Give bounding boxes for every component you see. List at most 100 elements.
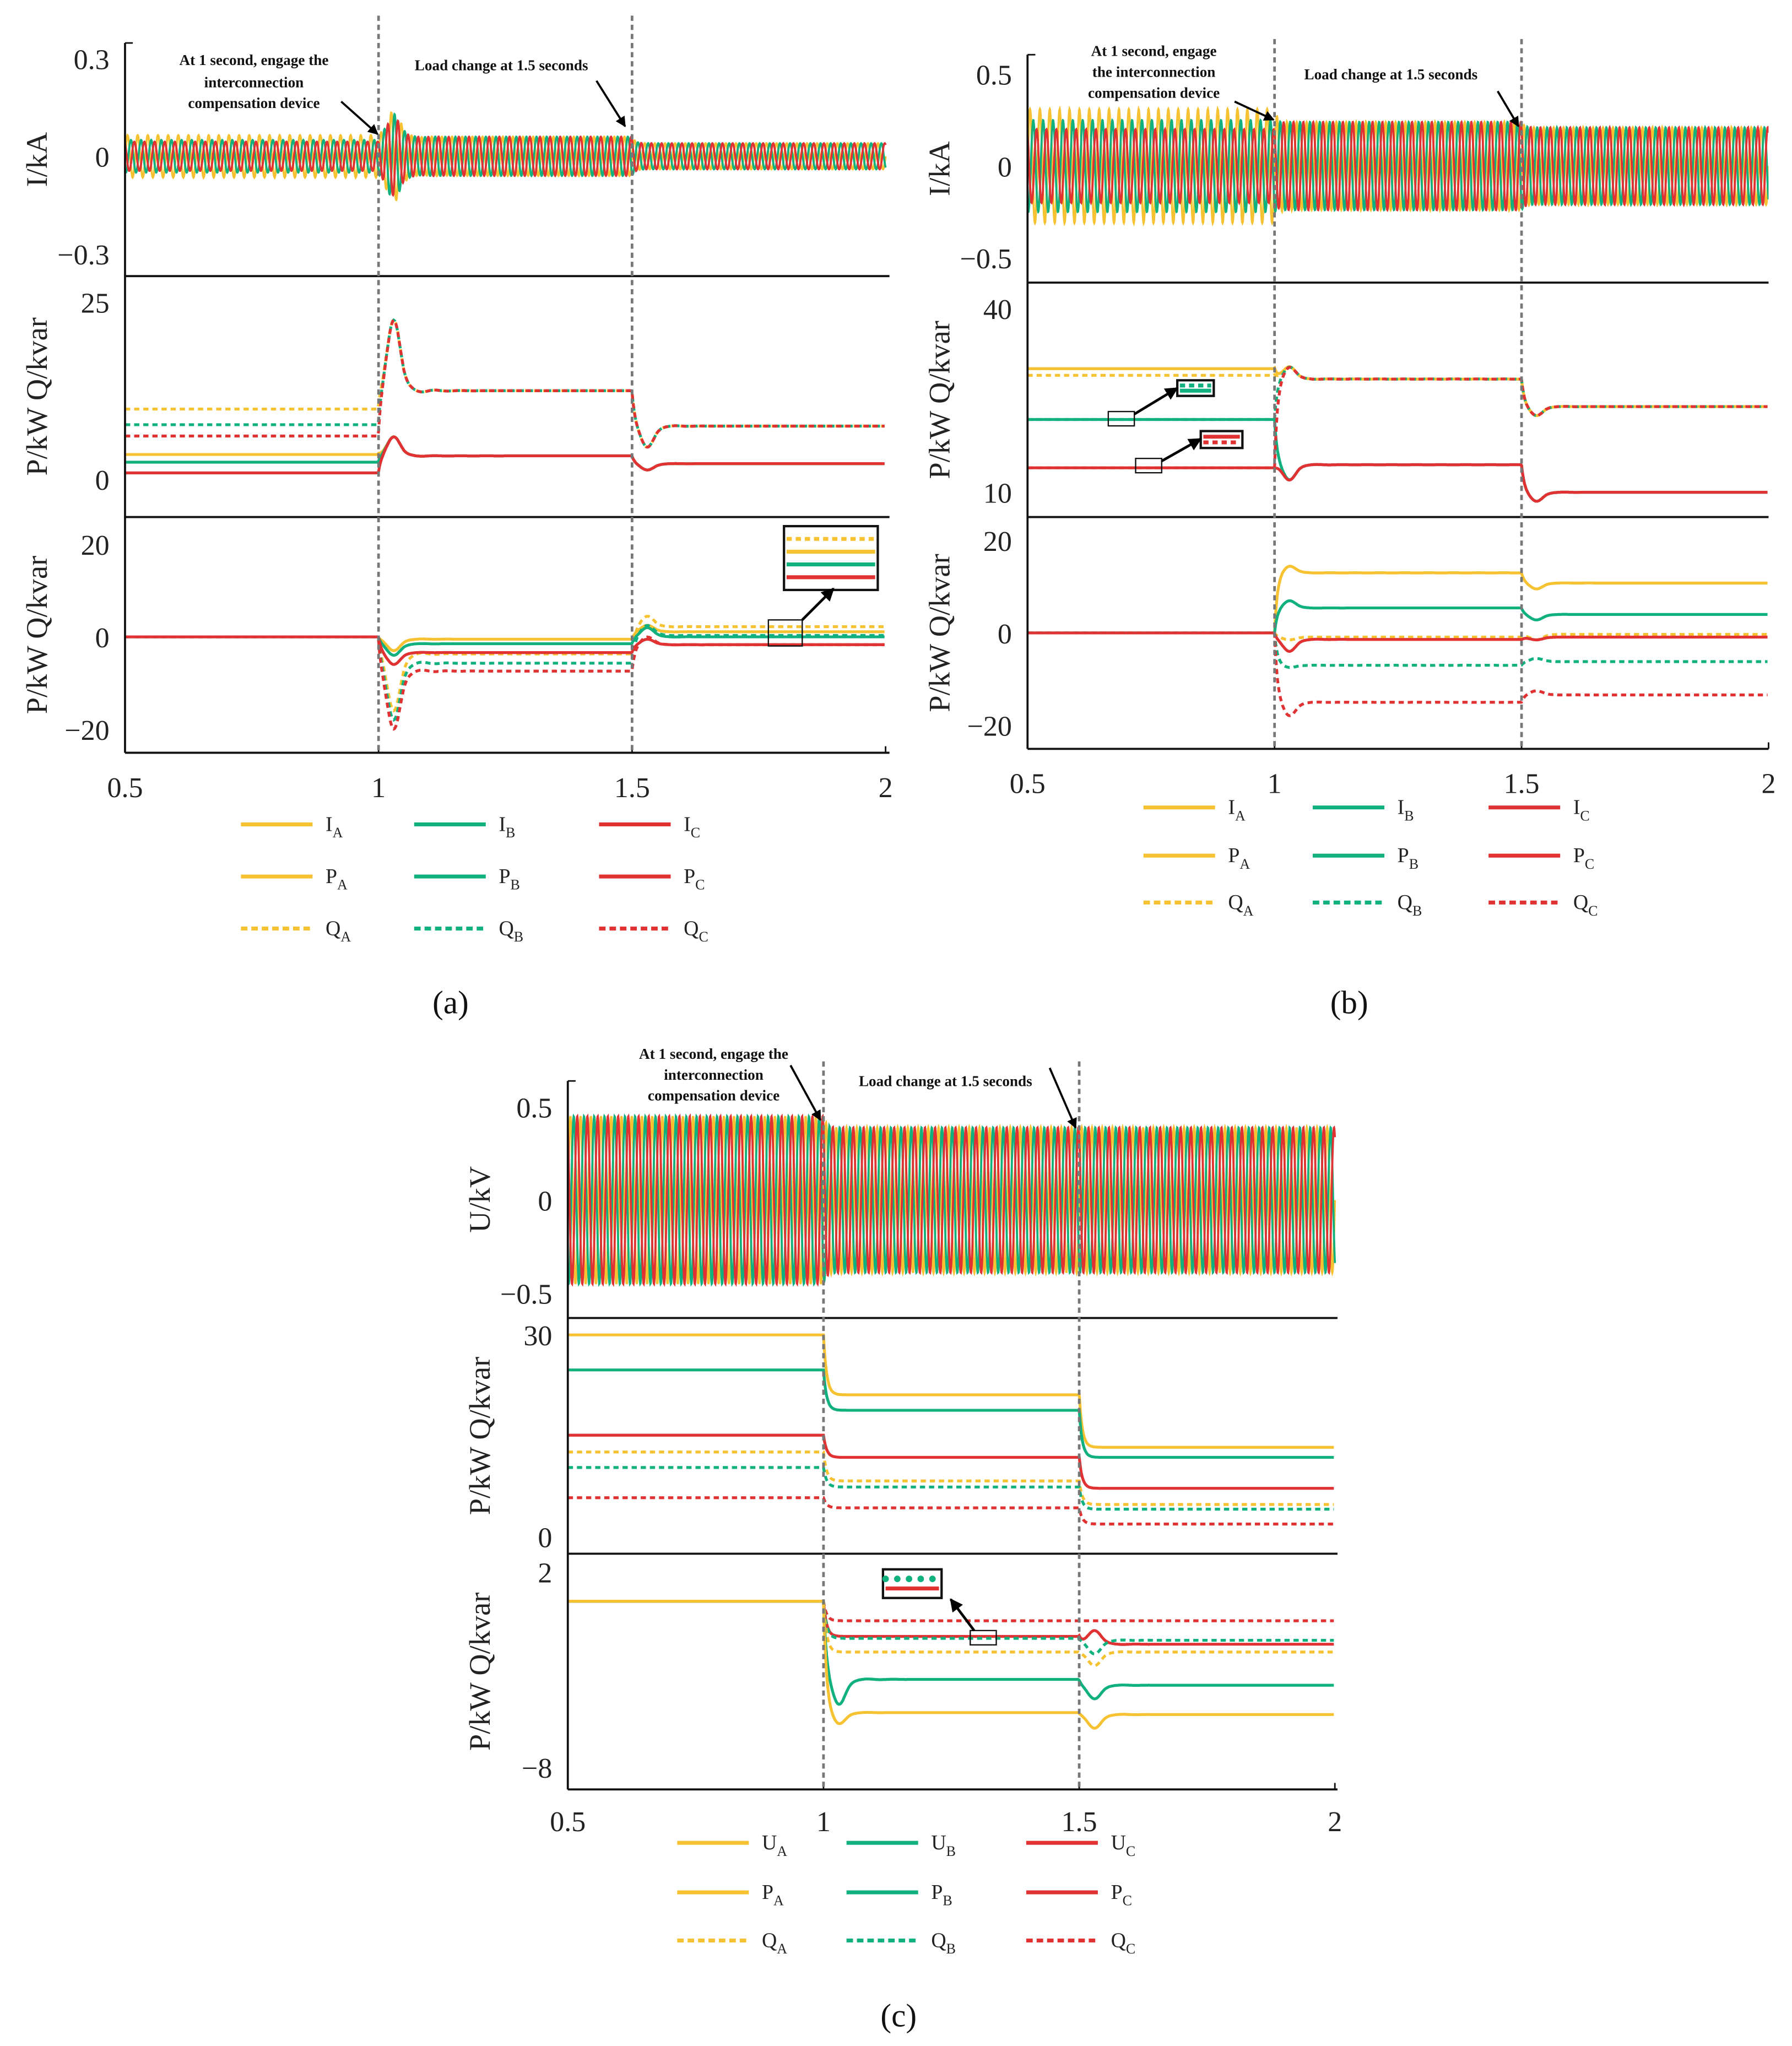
y-tick-label: 0 [95, 142, 110, 174]
legend-symbol: Q [684, 917, 699, 940]
series-pb-line [567, 1368, 1334, 1459]
zoom-inset-box [1199, 430, 1244, 450]
legend-symbol: I [326, 813, 333, 836]
series-ic-line [1027, 120, 1769, 212]
legend-symbol: P [1573, 844, 1585, 867]
x-tick-label: 2 [1328, 1806, 1342, 1838]
legend-label: PA [1228, 844, 1250, 872]
plot-area [567, 1333, 1334, 1526]
legend-symbol: P [762, 1881, 773, 1904]
legend-label: QB [499, 917, 523, 945]
x-tick-label: 1 [371, 772, 386, 804]
zoom-arrow [1133, 387, 1179, 415]
legend-subscript: C [691, 825, 700, 841]
legend-subscript: A [777, 1941, 787, 1957]
series-ia-line [124, 111, 887, 202]
y-tick-label: −20 [64, 715, 109, 746]
y-tick-label: 2 [538, 1557, 552, 1589]
legend-symbol: I [1228, 796, 1235, 819]
legend-label: QA [1228, 891, 1253, 919]
annotation-text: Load change at 1.5 seconds [1304, 66, 1477, 83]
legend-subscript: A [1235, 808, 1246, 824]
legend-subscript: B [1409, 856, 1419, 872]
y-tick-label: 0.5 [976, 60, 1012, 91]
panel-label: (a) [432, 984, 469, 1020]
legend-symbol: Q [762, 1929, 777, 1952]
x-tick-label: 0.5 [1010, 768, 1046, 800]
series-qc-line [567, 1496, 1334, 1526]
legend-label: QB [1398, 891, 1422, 919]
series-ib-line [1027, 118, 1769, 214]
zoom-arrow [1161, 437, 1202, 462]
y-tick-label: −0.3 [57, 240, 109, 271]
y-tick-label: 0 [998, 151, 1012, 183]
panel-label: (c) [880, 1998, 917, 2034]
legend-subscript: A [777, 1843, 787, 1859]
subplot-2: 40 10 P/kW Q/kvar [923, 294, 1769, 518]
legend-label: PC [1111, 1881, 1132, 1909]
series-ib-line [124, 112, 887, 196]
zoom-inset-box [1176, 379, 1215, 397]
series-qa-line [567, 1450, 1334, 1506]
legend-label: PC [684, 865, 705, 893]
y-tick-label: 20 [983, 526, 1012, 557]
legend-label: QC [684, 917, 708, 945]
series-pc-line [124, 635, 885, 666]
zoom-inset-box [783, 524, 879, 592]
legend-symbol: U [931, 1831, 946, 1854]
series-qa-line [1027, 365, 1768, 417]
annotation-text: Load change at 1.5 seconds [859, 1073, 1032, 1090]
annotation-arrow [595, 80, 626, 127]
legend-symbol: P [499, 865, 510, 888]
legend-label: PA [326, 865, 348, 893]
annotation-text: interconnection [664, 1067, 764, 1083]
legend-subscript: C [1588, 903, 1598, 919]
legend-subscript: A [337, 877, 348, 893]
series-ub-line [567, 1113, 1336, 1287]
legend-symbol: P [1111, 1881, 1123, 1904]
y-tick-label: 0.5 [516, 1092, 552, 1124]
annotation-text: At 1 second, engage [1091, 43, 1217, 59]
y-axis-label: P/kW Q/kvar [923, 554, 956, 712]
y-axis-label: P/kW Q/kvar [20, 317, 53, 475]
subplot-2: 25 0 P/kW Q/kvar [20, 288, 890, 518]
legend-subscript: B [510, 877, 519, 893]
y-tick-label: 10 [983, 478, 1012, 510]
plot-area [567, 1113, 1336, 1287]
plot-area [567, 1600, 1334, 1730]
legend-symbol: P [1228, 844, 1239, 867]
legend-symbol: I [1573, 796, 1580, 819]
subplot-2: 30 0 P/kW Q/kvar [463, 1320, 1338, 1555]
zoom-region-box [767, 619, 803, 647]
legend-subscript: A [1243, 903, 1254, 919]
x-tick-label: 1.5 [1504, 768, 1540, 800]
zoom-region-box [1135, 457, 1162, 474]
plot-area [124, 615, 885, 731]
legend-label: PB [931, 1881, 952, 1909]
annotation-text: interconnection [204, 74, 304, 90]
legend-symbol: P [684, 865, 695, 888]
zoom-arrow [949, 1598, 976, 1632]
series-qa-line [567, 1600, 1334, 1668]
y-axis-label: U/kV [463, 1166, 496, 1233]
annotation-text: At 1 second, engage the [639, 1046, 788, 1062]
legend-symbol: U [1111, 1831, 1126, 1854]
legend-symbol: P [326, 865, 337, 888]
x-tick-label: 1.5 [1062, 1806, 1097, 1838]
series-pa-line [567, 1333, 1334, 1449]
plot-area [1027, 105, 1769, 227]
y-tick-label: −0.5 [500, 1279, 552, 1310]
annotation-arrow [789, 1064, 822, 1121]
y-axis-label: I/kA [923, 141, 956, 196]
subplot-3: 20 0 −20 P/kW Q/kvar [923, 526, 1769, 750]
annotation-text: the interconnection [1092, 63, 1216, 80]
annotation-arrow [1234, 100, 1275, 121]
legend-symbol: Q [499, 917, 513, 940]
panel-c: 0.5 0 −0.5 U/kV 30 0 P/kW Q/kvar 2 −8 P/kW Q/kvar… [463, 1046, 1342, 2034]
series-qc-line [1027, 631, 1768, 717]
x-tick-label: 0.5 [550, 1806, 586, 1838]
legend-subscript: C [695, 877, 705, 893]
legend-subscript: A [773, 1893, 784, 1909]
